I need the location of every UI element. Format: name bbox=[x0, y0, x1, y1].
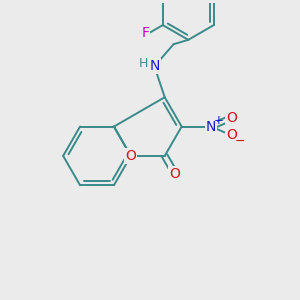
Text: N: N bbox=[206, 120, 216, 134]
Text: F: F bbox=[141, 26, 149, 40]
Text: O: O bbox=[169, 167, 181, 181]
Text: −: − bbox=[235, 135, 245, 148]
Text: O: O bbox=[125, 149, 136, 163]
Text: N: N bbox=[149, 59, 160, 73]
Text: +: + bbox=[214, 114, 224, 127]
Text: O: O bbox=[226, 128, 237, 142]
Text: O: O bbox=[226, 111, 237, 125]
Text: H: H bbox=[139, 58, 148, 70]
